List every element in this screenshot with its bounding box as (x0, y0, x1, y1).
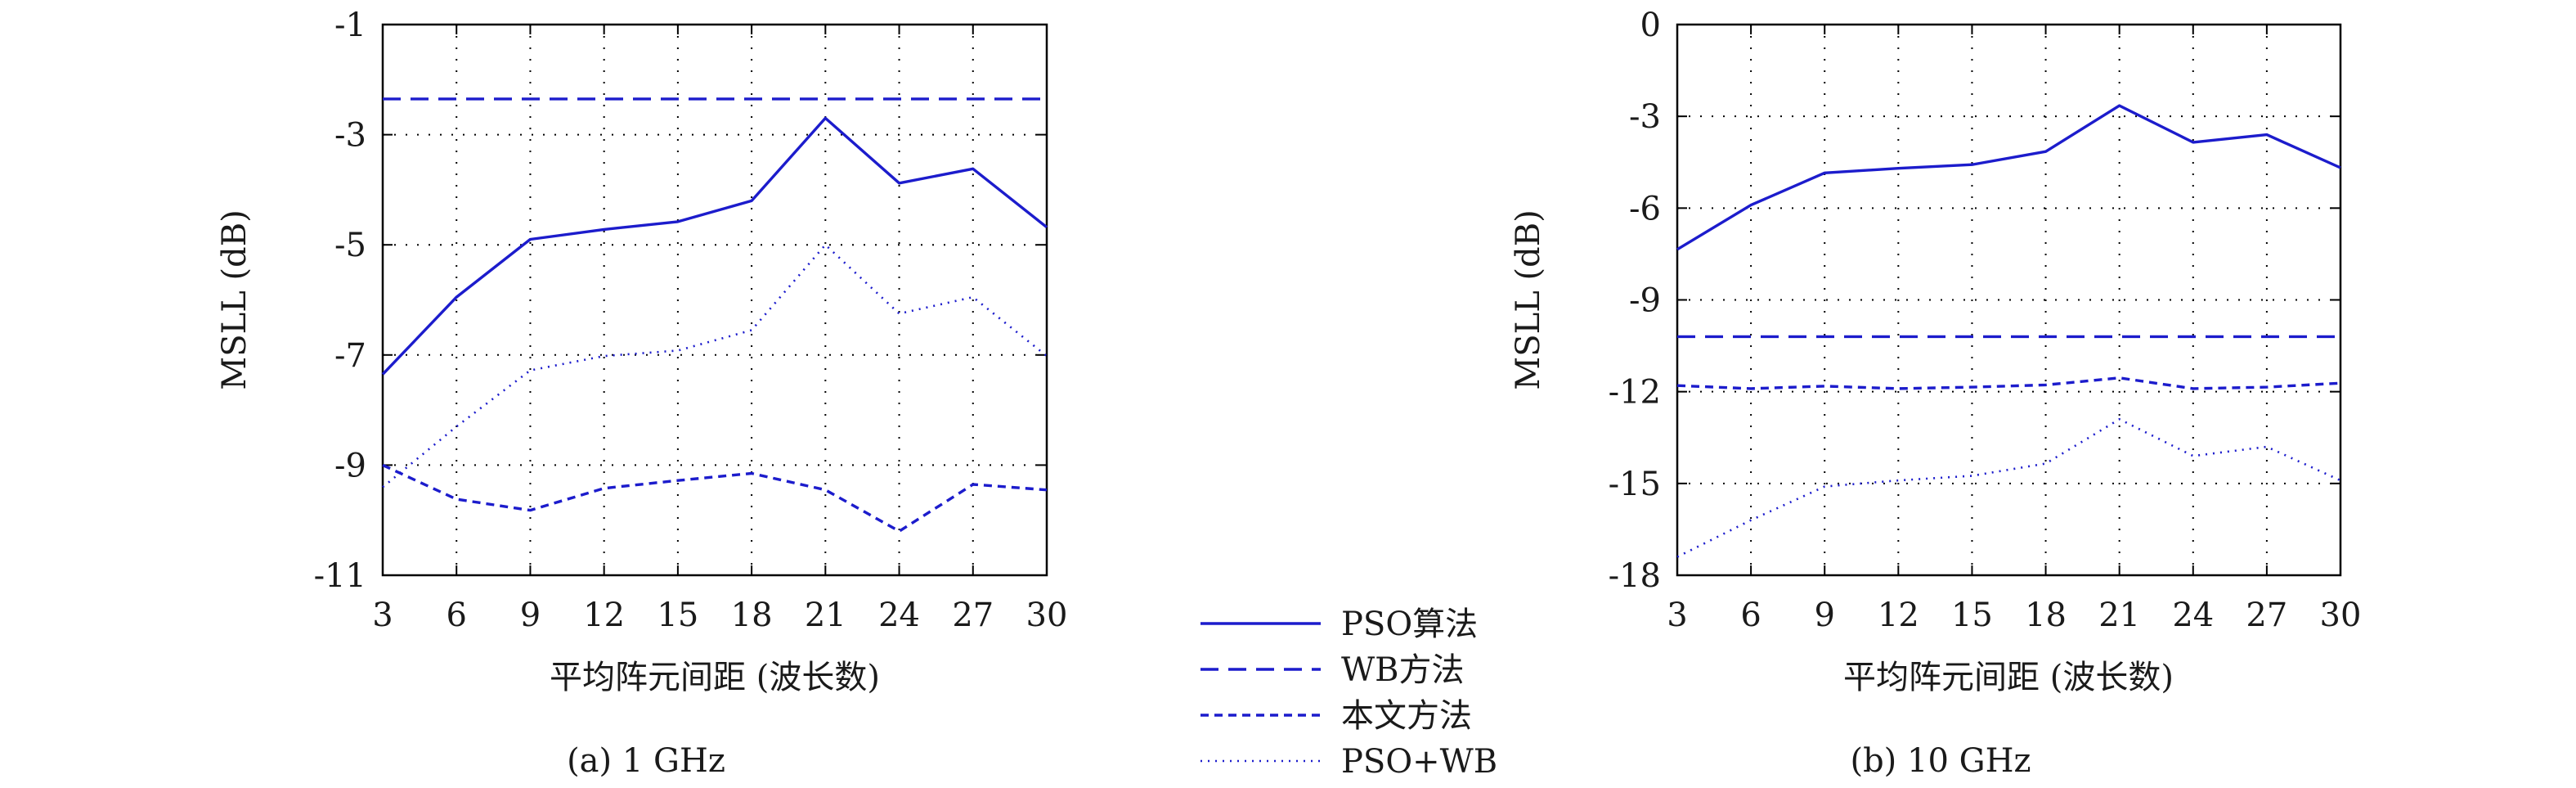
grid (383, 25, 1047, 575)
series-line-short-dashed (1676, 376, 2341, 390)
legend-label: PSO算法 (1341, 606, 1478, 643)
y-tick-label: -18 (1609, 557, 1661, 595)
x-tick-label: 6 (1740, 597, 1761, 634)
y-tick-label: -3 (334, 117, 366, 155)
x-tick-label: 12 (1878, 597, 1919, 634)
x-tick-label: 27 (2246, 597, 2287, 634)
x-tick-label: 15 (1951, 597, 1993, 634)
chart-caption: (b) 10 GHz (1850, 742, 2031, 780)
y-tick-label: -12 (1609, 374, 1661, 412)
x-tick-label: 9 (1814, 597, 1834, 634)
chart-caption: (a) 1 GHz (567, 742, 725, 780)
y-tick-label: -6 (1629, 190, 1661, 227)
x-tick-label: 18 (731, 597, 773, 634)
y-axis-label: MSLL (dB) (1510, 209, 1547, 389)
y-tick-label: -5 (334, 227, 366, 264)
x-tick-label: 24 (878, 597, 920, 634)
x-axis-label: 平均阵元间距 (波长数) (1843, 659, 2174, 696)
y-tick-label: -1 (334, 7, 366, 44)
x-tick-label: 18 (2025, 597, 2067, 634)
x-tick-label: 12 (583, 597, 625, 634)
series-line-dotted (382, 243, 1048, 489)
x-tick-label: 27 (952, 597, 994, 634)
x-tick-label: 21 (805, 597, 846, 634)
x-tick-label: 15 (657, 597, 698, 634)
legend-label: 本文方法 (1341, 697, 1472, 735)
chart-panel-a: 3 6 9 12 15 18 21 24 27 30 -1 -3 -5 -7 -9 -11 平均阵元间距 (波长… (216, 7, 1067, 780)
grid (1677, 25, 2340, 575)
y-axis-label: MSLL (dB) (216, 209, 254, 389)
y-tick-label: -11 (314, 557, 366, 595)
x-tick-label: 6 (446, 597, 466, 634)
x-tick-label: 9 (520, 597, 541, 634)
y-tick-label: -9 (334, 447, 366, 484)
plot-frame (381, 23, 1048, 577)
plot-frame (1676, 23, 2342, 577)
y-tick-label: -9 (1629, 282, 1661, 320)
series-line-solid (381, 116, 1048, 376)
series-line-dotted (1676, 417, 2341, 558)
legend-label: PSO+WB (1341, 743, 1497, 781)
series-line-short-dashed (382, 463, 1048, 533)
x-tick-label: 3 (372, 597, 393, 634)
legend-label: WB方法 (1341, 651, 1465, 689)
series-line-solid (1676, 104, 2341, 251)
x-tick-label: 30 (1026, 597, 1068, 634)
y-tick-label: -7 (334, 337, 366, 375)
x-tick-label: 21 (2098, 597, 2140, 634)
y-tick-label: 0 (1640, 7, 1661, 44)
y-tick-label: -15 (1609, 466, 1661, 503)
y-tick-label: -3 (1629, 98, 1661, 136)
x-tick-label: 3 (1667, 597, 1687, 634)
x-tick-label: 24 (2172, 597, 2214, 634)
x-axis-label: 平均阵元间距 (波长数) (550, 659, 880, 696)
chart-panel-b: 3 6 9 12 15 18 21 24 27 30 0 -3 -6 -9 -12 -15 -18 平均阵元间距 … (1510, 7, 2361, 780)
x-tick-label: 30 (2320, 597, 2362, 634)
